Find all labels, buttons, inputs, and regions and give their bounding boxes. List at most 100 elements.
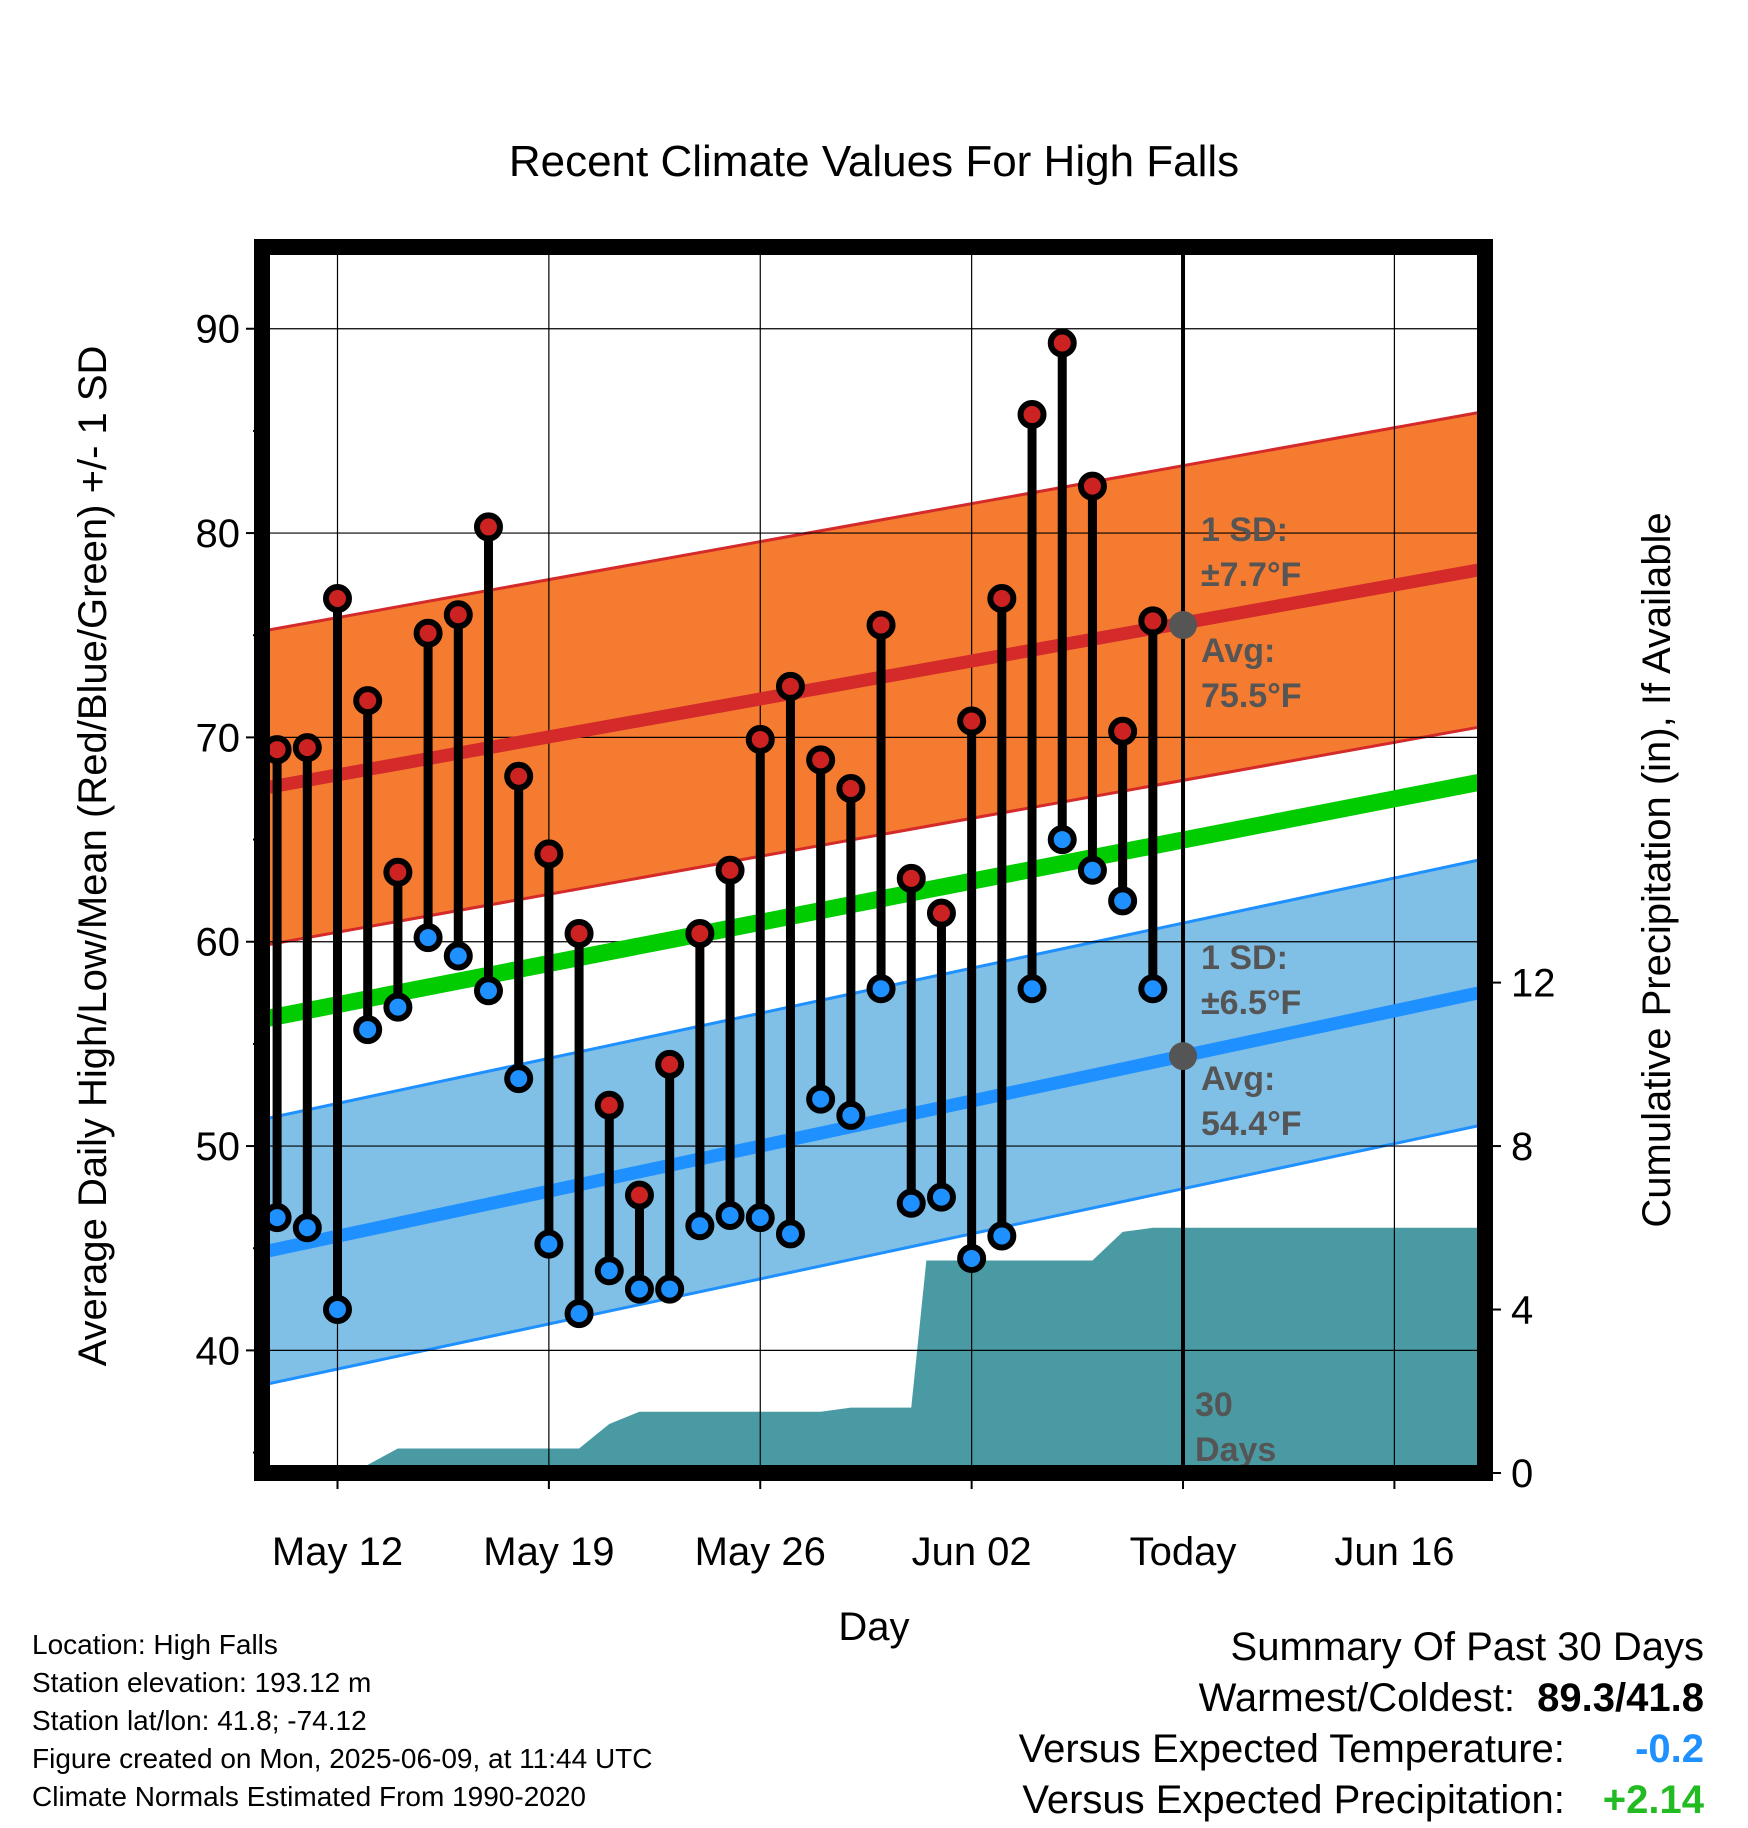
daily-high-point [685,919,715,949]
low-avg-today-marker [1169,1042,1198,1071]
created-text: Figure created on Mon, 2025-06-09, at 11… [32,1743,653,1774]
daily-high-point [564,919,594,949]
elevation-text: Station elevation: 193.12 m [32,1667,372,1698]
summary-temp-row: Versus Expected Temperature: -0.2 [1019,1724,1704,1775]
daily-high-point [383,857,413,887]
daily-low-point [322,1295,352,1325]
daily-high-point [1047,328,1077,358]
plot-frame [254,239,1493,1481]
temp-value: -0.2 [1635,1727,1704,1771]
daily-low-point [866,974,896,1004]
daily-low-point [504,1064,534,1094]
daily-high-point [896,863,926,893]
high-sd-band-lower-edge [262,725,1480,948]
daily-low-point [745,1203,775,1233]
daily-low-point [957,1243,987,1273]
daily-low-point [383,992,413,1022]
daily-low-point [534,1229,564,1259]
daily-high-point [866,610,896,640]
daily-high-point [413,618,443,648]
daily-low-point [775,1219,805,1249]
y-tick-label: 40 [196,1329,241,1373]
summary-panel: Summary Of Past 30 Days Warmest/Coldest:… [1019,1622,1704,1826]
high-avg-value: 75.5°F [1201,677,1302,715]
high-sd-label: 1 SD: [1201,511,1288,549]
low-sd-band-lower-edge [262,1124,1480,1387]
daily-high-point [1108,716,1138,746]
daily-high-point [624,1180,654,1210]
x-tick-label: Jun 16 [1334,1530,1454,1574]
daily-high-point [504,761,534,791]
daily-low-point [1138,974,1168,1004]
today-days-label-2: Days [1195,1431,1276,1469]
daily-low-point [564,1299,594,1329]
daily-low-point [1077,855,1107,885]
daily-high-point [353,686,383,716]
daily-high-point [806,745,836,775]
precip-label: Versus Expected Precipitation: [1022,1778,1565,1822]
daily-low-point [594,1256,624,1286]
daily-high-point [1017,400,1047,430]
today-days-label-1: 30 [1195,1386,1233,1424]
x-axis-label: Day [838,1605,909,1649]
daily-high-point [292,733,322,763]
daily-low-point [806,1084,836,1114]
daily-low-point [987,1221,1017,1251]
daily-high-point [655,1049,685,1079]
daily-high-point [594,1090,624,1120]
daily-low-point [413,923,443,953]
y2-tick-label: 4 [1511,1289,1533,1333]
daily-high-point [1138,606,1168,636]
precip-value: +2.14 [1602,1778,1704,1822]
daily-high-point [715,855,745,885]
y-axis-label: Average Daily High/Low/Mean (Red/Blue/Gr… [71,346,115,1367]
low-sd-label: 1 SD: [1201,939,1288,977]
high-avg-label: Avg: [1201,632,1275,670]
high-normal-line [262,563,1481,795]
daily-high-point [957,706,987,736]
daily-low-point [1108,886,1138,916]
warmest-value: 89.3/41.8 [1537,1676,1704,1720]
x-tick-label: May 12 [272,1530,403,1574]
daily-low-point [715,1201,745,1231]
precipitation-area [262,1227,1479,1473]
y-tick-label: 90 [196,308,241,352]
daily-low-point [1017,974,1047,1004]
daily-high-point [775,671,805,701]
plot-area [262,247,1485,1473]
daily-high-point [443,600,473,630]
summary-warmest-row: Warmest/Coldest: 89.3/41.8 [1019,1673,1704,1724]
y2-tick-label: 8 [1511,1125,1533,1169]
daily-low-point [655,1274,685,1304]
summary-heading: Summary Of Past 30 Days [1230,1625,1704,1669]
y-tick-label: 60 [196,921,241,965]
x-tick-label: Jun 02 [912,1530,1032,1574]
y2-tick-label: 12 [1511,962,1556,1006]
x-tick-label: May 26 [695,1530,826,1574]
daily-high-point [836,773,866,803]
high-sd-value: ±7.7°F [1201,556,1301,594]
daily-low-point [926,1182,956,1212]
daily-low-point [1047,825,1077,855]
daily-high-point [322,583,352,613]
daily-low-point [685,1211,715,1241]
daily-low-point [624,1274,654,1304]
y2-tick-label: 0 [1511,1452,1533,1496]
chart-title: Recent Climate Values For High Falls [509,137,1239,186]
daily-high-point [473,512,503,542]
temp-label: Versus Expected Temperature: [1018,1727,1565,1771]
daily-low-point [443,941,473,971]
daily-low-point [292,1213,322,1243]
daily-high-point [745,724,775,754]
daily-high-point [926,898,956,928]
x-tick-label: Today [1130,1530,1237,1574]
warmest-label: Warmest/Coldest: [1198,1676,1515,1720]
low-normal-line [262,986,1481,1259]
x-tick-label: May 19 [483,1530,614,1574]
low-avg-label: Avg: [1201,1060,1275,1098]
y-tick-label: 70 [196,716,241,760]
daily-low-point [836,1100,866,1130]
location-text: Location: High Falls [32,1629,278,1660]
normals-text: Climate Normals Estimated From 1990-2020 [32,1781,586,1812]
